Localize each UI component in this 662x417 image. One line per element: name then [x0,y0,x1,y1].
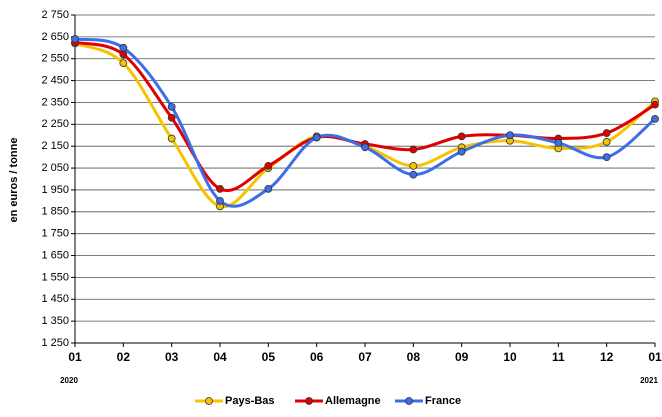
legend-marker [205,397,213,405]
year-label: 2021 [640,376,658,385]
y-tick-label: 2 450 [41,75,69,87]
y-tick-label: 2 050 [41,162,69,174]
x-tick-label: 06 [310,350,324,364]
marker [167,134,176,143]
marker [216,184,224,193]
legend-label: Allemagne [325,395,381,407]
marker [119,50,128,59]
x-tick-label: 09 [455,350,469,364]
legend-label: France [425,395,461,407]
x-tick-label: 02 [117,350,131,364]
y-tick-label: 1 750 [41,228,69,240]
x-tick-label: 01 [648,350,662,364]
marker [216,196,224,205]
marker [167,102,176,111]
marker [651,100,659,109]
marker [554,139,563,147]
y-tick-label: 2 250 [41,118,69,130]
x-tick-label: 01 [68,350,82,364]
year-label: 2020 [60,376,78,385]
marker [361,143,369,152]
marker [651,114,659,123]
marker [457,132,466,141]
marker [409,145,418,154]
x-tick-label: 05 [262,350,276,364]
x-tick-label: 12 [600,350,614,364]
marker [409,161,418,170]
y-tick-label: 2 150 [41,140,69,152]
marker [602,153,611,162]
marker [119,43,128,52]
y-tick-label: 2 550 [41,53,69,65]
marker [119,59,128,68]
marker [602,137,611,146]
marker [409,170,418,179]
y-tick-label: 1 950 [41,184,69,196]
y-tick-label: 1 250 [41,337,69,349]
y-tick-label: 2 350 [41,96,69,108]
y-tick-label: 1 350 [41,315,69,327]
marker [264,184,273,193]
x-tick-label: 08 [407,350,421,364]
x-tick-label: 04 [213,350,227,364]
y-tick-label: 1 850 [41,206,69,218]
legend-marker [305,397,313,405]
line [74,42,656,209]
y-tick-label: 2 650 [41,31,69,43]
marker [312,133,321,142]
y-tick-label: 1 450 [41,293,69,305]
marker [264,161,273,170]
marker [71,35,79,43]
x-tick-label: 03 [165,350,179,364]
x-tick-label: 07 [358,350,372,364]
y-axis-label: en euros / tonne [8,138,20,223]
legend-label: Pays-Bas [225,395,275,407]
marker [457,147,466,156]
marker [602,129,611,137]
y-tick-label: 1 650 [41,249,69,261]
x-tick-label: 10 [503,350,517,364]
legend-marker [405,397,413,405]
y-tick-label: 2 750 [41,9,69,21]
x-tick-label: 11 [552,350,565,364]
y-tick-label: 1 550 [41,271,69,283]
marker [167,113,176,122]
marker [506,131,514,140]
